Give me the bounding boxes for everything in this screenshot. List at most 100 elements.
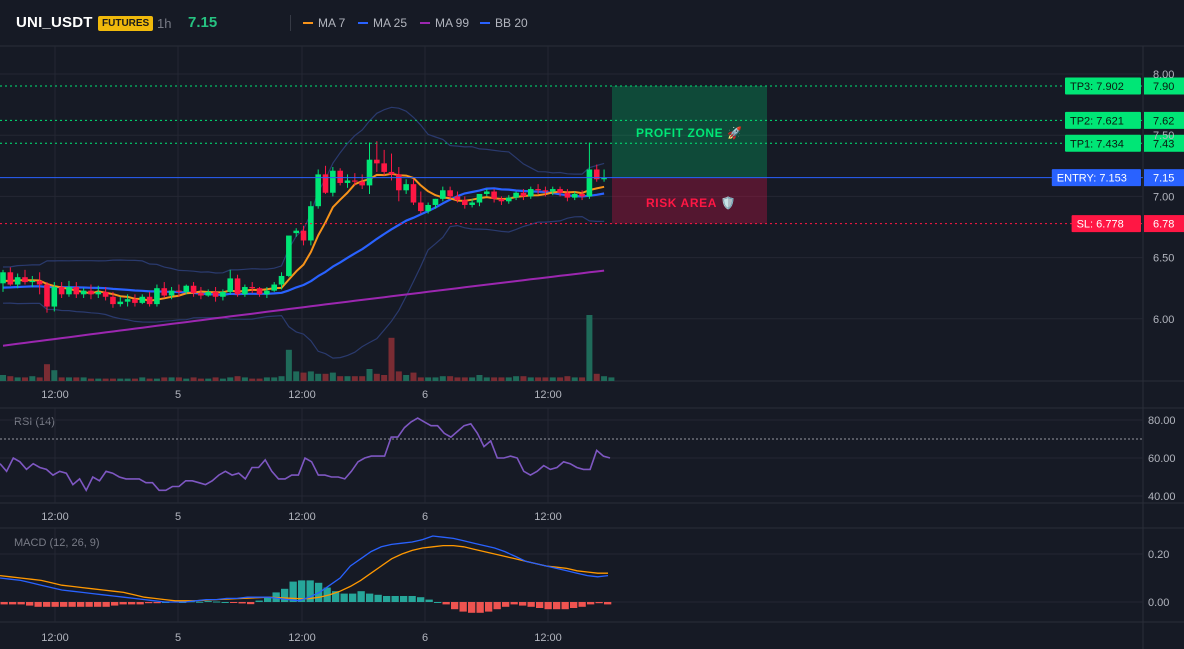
level-axis-text-sl: 6.78 [1153, 219, 1174, 231]
candle-body [0, 272, 6, 284]
volume-bar [263, 377, 270, 381]
level-axis-text-entry: 7.15 [1153, 173, 1174, 185]
legend-ma25[interactable]: MA 25 [358, 16, 407, 30]
volume-bar [153, 378, 160, 381]
candle-body [520, 192, 527, 197]
macd-histogram-bar [570, 602, 578, 608]
profit-zone[interactable] [612, 85, 767, 178]
ma25-line [2, 187, 605, 296]
volume-bar [227, 377, 234, 381]
macd-histogram-bar [527, 602, 535, 607]
level-tag-entry[interactable] [1051, 169, 1141, 187]
candle-body [212, 291, 219, 297]
candle-body [403, 184, 409, 191]
candle-body [22, 277, 28, 283]
legend-ma99[interactable]: MA 99 [420, 16, 469, 30]
candle-body [337, 170, 343, 183]
macd-histogram-bar [43, 602, 51, 607]
timeframe-selector[interactable]: 1h [157, 16, 172, 31]
volume-bar [373, 373, 380, 381]
macd-histogram-bar [247, 602, 255, 605]
volume-bar [249, 378, 256, 381]
rsi-line [0, 417, 611, 492]
level-tag-tp[interactable] [1065, 111, 1141, 129]
candle-body [476, 193, 483, 203]
candle-body [374, 159, 380, 164]
volume-bar [256, 378, 263, 381]
bb20-swatch-icon [480, 21, 490, 24]
macd-histogram-bar [451, 602, 459, 610]
macd-histogram-bar [34, 602, 42, 607]
macd-histogram-bar [17, 602, 25, 605]
time-tick-label: 12:00 [41, 389, 69, 401]
macd-histogram-bar [595, 602, 603, 604]
time-tick-label: 12:00 [41, 511, 69, 523]
volume-bar [278, 376, 285, 381]
time-tick-label: 6 [422, 389, 428, 401]
macd-histogram-bar [111, 602, 119, 606]
candle-body [190, 285, 197, 294]
macd-histogram-bar [519, 602, 527, 606]
candle-body [366, 159, 373, 186]
macd-histogram-bar [553, 602, 561, 610]
price-tick-label: 7.00 [1153, 191, 1174, 203]
level-tag-sl[interactable] [1071, 215, 1141, 233]
volume-bar [212, 377, 219, 381]
candle-body [146, 296, 153, 305]
time-tick-label: 5 [175, 389, 181, 401]
candle-body [586, 169, 593, 197]
macd-histogram-bar [340, 593, 348, 602]
level-tag-tp[interactable] [1065, 134, 1141, 152]
candle-body [58, 286, 65, 295]
time-tick-label: 12:00 [288, 632, 316, 644]
volume-bar [131, 378, 138, 381]
volume-bar [579, 377, 586, 381]
candle-body [176, 290, 182, 292]
volume-bar [205, 378, 212, 381]
legend-ma7-label: MA 7 [318, 16, 346, 30]
macd-histogram-bar [604, 602, 612, 605]
level-tag-tp[interactable] [1065, 77, 1141, 95]
legend-bb20[interactable]: BB 20 [480, 16, 528, 30]
volume-bar [549, 377, 556, 381]
candle-body [513, 192, 519, 198]
macd-histogram-bar [349, 593, 357, 602]
volume-bar [14, 377, 21, 381]
macd-histogram-bar [255, 600, 263, 602]
macd-histogram-bar [408, 596, 416, 602]
volume-bar [454, 377, 461, 381]
time-axis[interactable]: 12:00 5 12:00 6 12:00 12:00 5 12:00 6 12:00 12:00 5… [41, 389, 562, 644]
candle-body [234, 278, 241, 295]
macd-histogram-bar [536, 602, 544, 608]
macd-histogram-bar [425, 599, 433, 602]
volume-bar [439, 376, 446, 381]
volume-bar [183, 378, 190, 381]
candle-body [198, 293, 204, 296]
level-axis-sl [1144, 215, 1184, 233]
rsi-panel[interactable]: RSI (14) 80.00 60.00 40.00 [0, 415, 1176, 503]
candle-body [571, 193, 578, 198]
ma25-swatch-icon [358, 21, 368, 24]
legend-ma7[interactable]: MA 7 [303, 16, 345, 30]
volume-bar [520, 376, 527, 381]
volume-bar [432, 377, 439, 381]
macd-histogram-bar [68, 602, 76, 607]
macd-histogram-bar [468, 602, 476, 613]
volume-bar [146, 378, 153, 381]
volume-bar [571, 377, 578, 381]
price-axis[interactable]: 8.00 7.50 7.00 6.50 6.00 [1153, 69, 1174, 326]
candlesticks [0, 141, 607, 313]
macd-panel[interactable]: MACD (12, 26, 9) 0.20 0.00 [0, 535, 1169, 613]
volume-bar [29, 376, 36, 381]
macd-tick-label: 0.00 [1148, 597, 1169, 609]
risk-zone[interactable] [612, 177, 767, 224]
volume-bar [359, 376, 366, 381]
candle-body [440, 190, 446, 199]
volume-bar [513, 376, 520, 381]
candle-body [396, 174, 402, 191]
symbol-name[interactable]: UNI_USDT [16, 14, 93, 31]
volume-bar [197, 378, 204, 381]
candle-body [491, 191, 497, 199]
volume-bar [351, 376, 358, 381]
